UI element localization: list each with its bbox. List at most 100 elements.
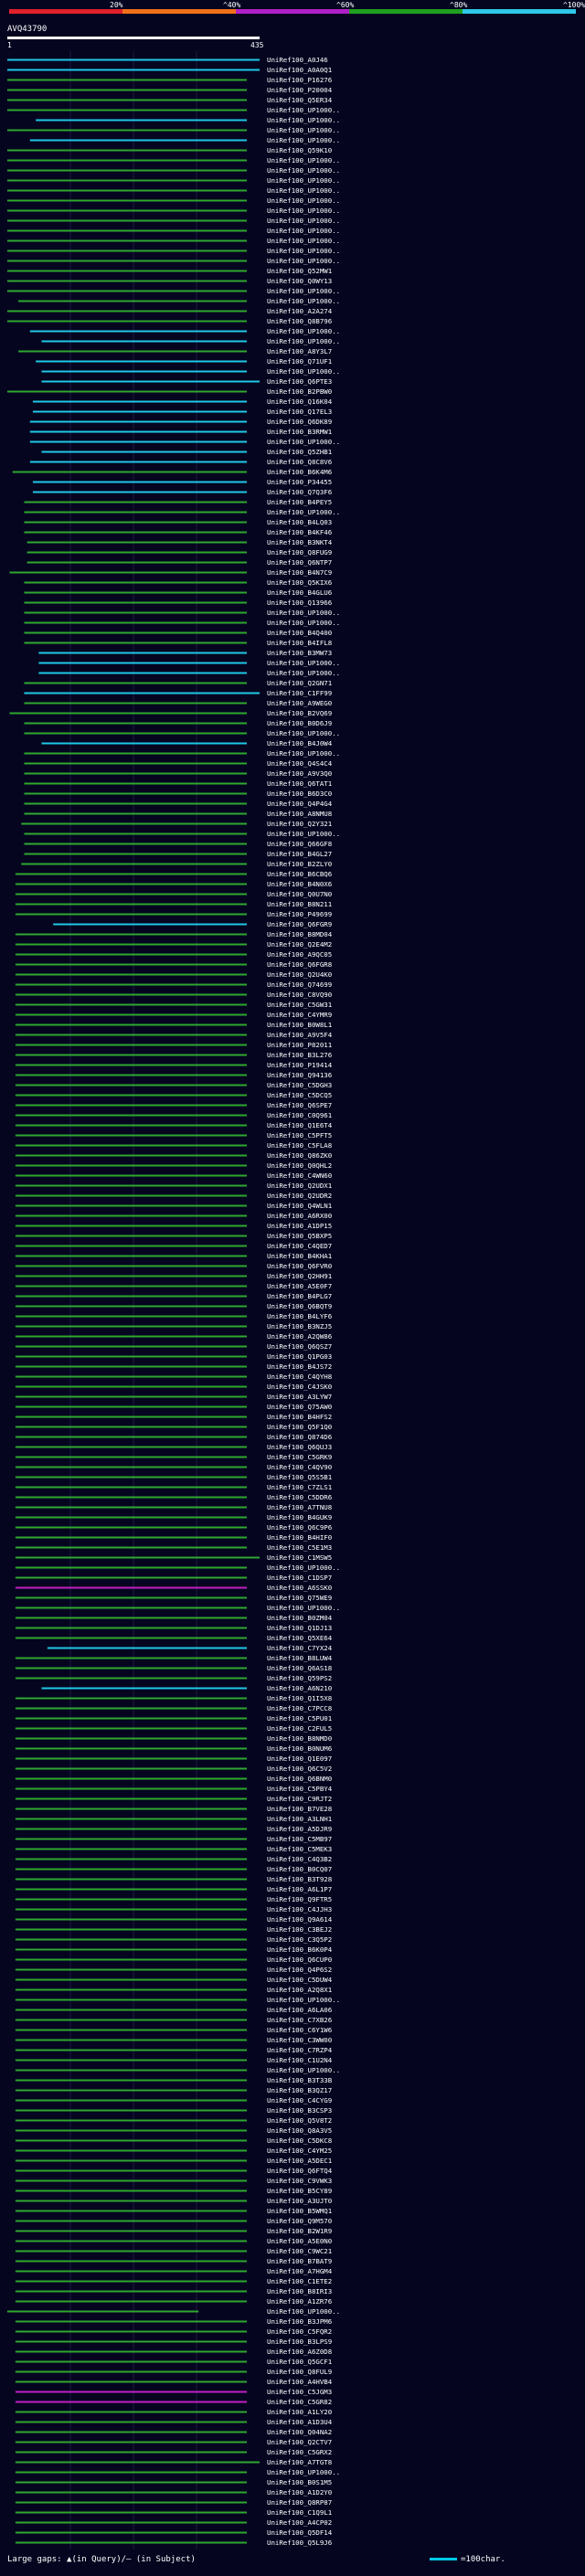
hit-label: UniRef100_Q9M570 xyxy=(267,2217,332,2225)
hit-label: UniRef100_A6Z0D8 xyxy=(267,2348,332,2356)
hit-label: UniRef100_Q0U7N0 xyxy=(267,890,332,898)
hit-label: UniRef100_B7VE28 xyxy=(267,1805,332,1813)
hit-label: UniRef100_Q66GF8 xyxy=(267,840,332,848)
hit-label: UniRef100_Q9FTR5 xyxy=(267,1895,332,1903)
hit-label: UniRef100_B2PBW0 xyxy=(267,387,332,396)
hit-label: UniRef100_Q6BNM0 xyxy=(267,1775,332,1783)
hit-label: UniRef100_Q4S4C4 xyxy=(267,759,333,768)
hit-label: UniRef100_C5FQR2 xyxy=(267,2327,332,2336)
hit-label: UniRef100_C5GW31 xyxy=(267,1001,332,1009)
hit-label: UniRef100_A8Y3L7 xyxy=(267,347,332,355)
hit-label: UniRef100_C6Y1W6 xyxy=(267,2026,332,2034)
scale-segment xyxy=(236,9,349,14)
hit-label: UniRef100_B0W8L1 xyxy=(267,1021,332,1029)
hit-label: UniRef100_UP1000.. xyxy=(267,609,340,617)
hit-label: UniRef100_B2W1R9 xyxy=(267,2227,332,2235)
hit-label: UniRef100_UP1000.. xyxy=(267,257,340,265)
hit-label: UniRef100_A5E0N0 xyxy=(267,2237,332,2245)
hit-label: UniRef100_C4YMR9 xyxy=(267,1011,332,1019)
hit-label: UniRef100_P82011 xyxy=(267,1041,332,1049)
hit-label: UniRef100_UP1000.. xyxy=(267,619,340,627)
hit-label: UniRef100_Q94136 xyxy=(267,1071,332,1079)
hit-label: UniRef100_C4QV90 xyxy=(267,1463,332,1471)
hit-label: UniRef100_UP1000.. xyxy=(267,227,340,235)
hit-label: UniRef100_Q5ER34 xyxy=(267,96,333,104)
hit-label: UniRef100_P16276 xyxy=(267,76,332,84)
hit-label: UniRef100_Q2UDR2 xyxy=(267,1192,332,1200)
hit-label: UniRef100_C4CYG9 xyxy=(267,2096,332,2104)
hit-label: UniRef100_Q1E097 xyxy=(267,1754,332,1763)
footer-gaps-label: Large gaps: ▲(in Query)/— (in Subject) xyxy=(7,2555,196,2564)
hit-label: UniRef100_C9RJT2 xyxy=(267,1795,332,1803)
hit-label: UniRef100_Q6NTP7 xyxy=(267,558,332,567)
hit-label: UniRef100_Q8RP87 xyxy=(267,2498,332,2507)
hit-label: UniRef100_A1D3U4 xyxy=(267,2418,333,2426)
hit-label: UniRef100_UP1000.. xyxy=(267,196,340,205)
scale-segment xyxy=(122,9,236,14)
scale-segment xyxy=(9,9,122,14)
hit-label: UniRef100_Q5GCF1 xyxy=(267,2358,332,2366)
hit-label: UniRef100_UP1000.. xyxy=(267,207,340,215)
hit-label: UniRef100_B4N7C9 xyxy=(267,568,332,577)
hit-label: UniRef100_C7XB26 xyxy=(267,2016,332,2024)
hit-label: UniRef100_Q5V8T2 xyxy=(267,2116,332,2125)
hit-label: UniRef100_C1DSP7 xyxy=(267,1574,332,1582)
hit-label: UniRef100_A1D2Y0 xyxy=(267,2488,332,2496)
hit-label: UniRef100_C1U2N4 xyxy=(267,2056,333,2064)
hit-label: UniRef100_B0NUM6 xyxy=(267,1744,332,1753)
scale-label: ^100% xyxy=(563,1,585,9)
hit-label: UniRef100_Q5XE64 xyxy=(267,1634,333,1642)
hit-label: UniRef100_B4KF46 xyxy=(267,528,332,536)
hit-label: UniRef100_Q6PTE3 xyxy=(267,377,332,386)
hit-label: UniRef100_Q1E6T4 xyxy=(267,1121,333,1129)
hit-label: UniRef100_UP1000.. xyxy=(267,166,340,175)
hit-label: UniRef100_A6L1P7 xyxy=(267,1885,332,1893)
hit-label: UniRef100_B4IFL8 xyxy=(267,639,332,647)
hit-label: UniRef100_B3QZ17 xyxy=(267,2086,332,2094)
hit-label: UniRef100_C5DDR6 xyxy=(267,1493,332,1501)
hit-label: UniRef100_C0Q961 xyxy=(267,1111,332,1119)
hit-label: UniRef100_UP1000.. xyxy=(267,1996,340,2004)
hit-label: UniRef100_Q6AS18 xyxy=(267,1664,332,1672)
hit-label: UniRef100_Q52MW1 xyxy=(267,267,332,275)
hit-label: UniRef100_P19414 xyxy=(267,1061,333,1069)
hit-label: UniRef100_UP1000.. xyxy=(267,116,340,124)
hit-label: UniRef100_B3T928 xyxy=(267,1875,332,1883)
hit-label: UniRef100_UP1000.. xyxy=(267,2468,340,2476)
hit-label: UniRef100_Q16K04 xyxy=(267,398,333,406)
hit-label: UniRef100_B6CBQ6 xyxy=(267,870,332,878)
hit-label: UniRef100_A6LA06 xyxy=(267,2006,332,2014)
legend-label: =100char. xyxy=(461,2555,505,2564)
hit-label: UniRef100_Q6BQT9 xyxy=(267,1302,332,1310)
hit-label: UniRef100_B4J0W4 xyxy=(267,739,333,747)
hit-label: UniRef100_C1ETE2 xyxy=(267,2277,332,2285)
query-bar xyxy=(7,37,260,39)
hit-label: UniRef100_Q2E4M2 xyxy=(267,940,332,949)
hit-label: UniRef100_C9WC21 xyxy=(267,2247,332,2255)
hit-label: UniRef100_C3Q5P2 xyxy=(267,1935,332,1944)
hit-label: UniRef100_Q0QHL2 xyxy=(267,1161,332,1170)
hit-label: UniRef100_B4KHA1 xyxy=(267,1252,332,1260)
hit-label: UniRef100_P49699 xyxy=(267,910,332,918)
hit-label: UniRef100_Q6FGR9 xyxy=(267,920,332,928)
hit-label: UniRef100_Q6FTQ4 xyxy=(267,2167,333,2175)
hit-label: UniRef100_Q5F1Q0 xyxy=(267,1423,332,1431)
hit-label: UniRef100_B4GUK9 xyxy=(267,1513,332,1521)
hit-label: UniRef100_C8VQ90 xyxy=(267,991,332,999)
hit-label: UniRef100_UP1000.. xyxy=(267,136,340,144)
hit-label: UniRef100_C1MSW5 xyxy=(267,1553,332,1562)
hit-label: UniRef100_C4JSK0 xyxy=(267,1383,332,1391)
hit-label: UniRef100_UP1000.. xyxy=(267,438,340,446)
hit-label: UniRef100_Q8B796 xyxy=(267,317,332,325)
hit-label: UniRef100_B3NZJ5 xyxy=(267,1322,332,1330)
hit-label: UniRef100_Q2U4K0 xyxy=(267,970,332,979)
hit-label: UniRef100_UP1000.. xyxy=(267,247,340,255)
hit-label: UniRef100_Q74699 xyxy=(267,981,332,989)
hit-label: UniRef100_Q59PS2 xyxy=(267,1674,332,1682)
hit-label: UniRef100_B8LUW4 xyxy=(267,1654,333,1662)
hit-label: UniRef100_B4HFS2 xyxy=(267,1413,332,1421)
hit-label: UniRef100_B8NMD0 xyxy=(267,1734,332,1743)
hit-label: UniRef100_C5PFT5 xyxy=(267,1131,332,1140)
hit-label: UniRef100_B8IRI3 xyxy=(267,2287,332,2295)
